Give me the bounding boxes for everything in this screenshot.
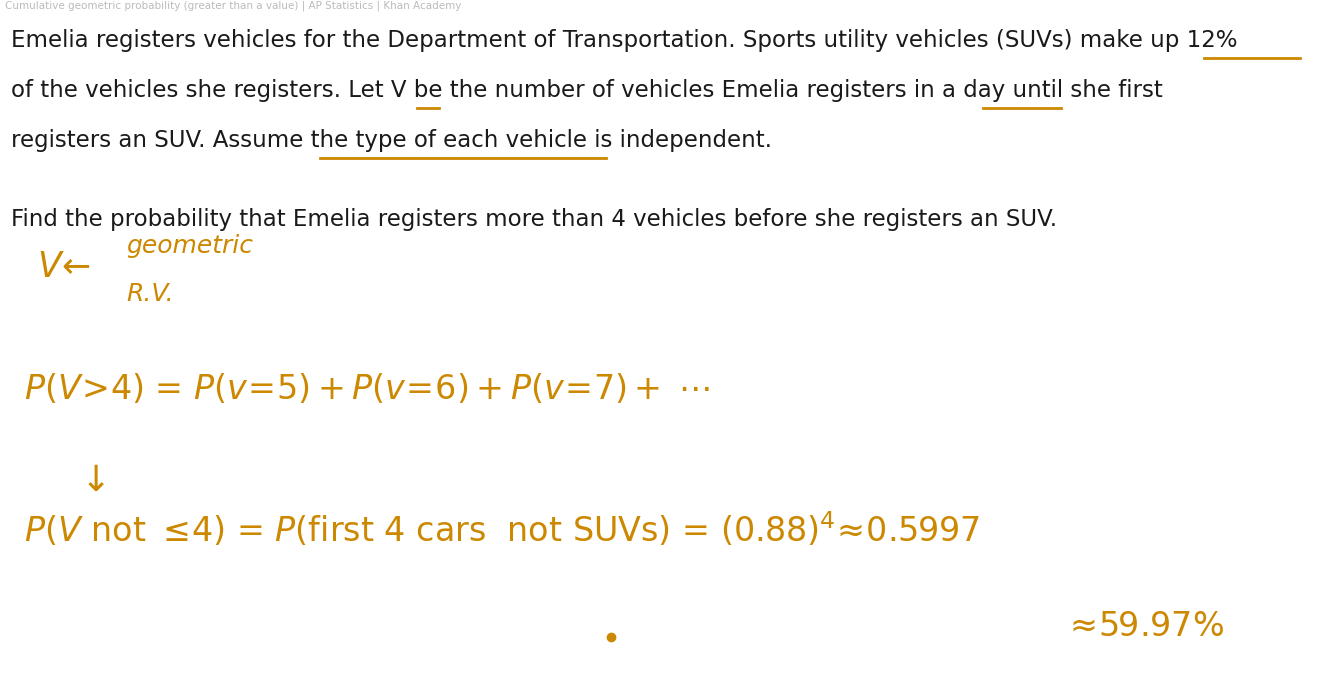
Text: Cumulative geometric probability (greater than a value) | AP Statistics | Khan A: Cumulative geometric probability (greate…: [5, 1, 461, 12]
Text: $\downarrow$: $\downarrow$: [73, 464, 105, 498]
Text: Emelia registers vehicles for the Department of Transportation. Sports utility v: Emelia registers vehicles for the Depart…: [11, 29, 1237, 52]
Text: Find the probability that Emelia registers more than 4 vehicles before she regis: Find the probability that Emelia registe…: [11, 208, 1057, 230]
Text: registers an SUV. Assume the type of each vehicle is independent.: registers an SUV. Assume the type of eac…: [11, 129, 772, 152]
Text: R.V.: R.V.: [126, 282, 174, 306]
Text: of the vehicles she registers. Let V be the number of vehicles Emelia registers : of the vehicles she registers. Let V be …: [11, 79, 1163, 101]
Text: $P(V\!>\!4)$ = $P(v\!=\!5)+P(v\!=\!6)+P(v\!=\!7)+$ $\cdots$: $P(V\!>\!4)$ = $P(v\!=\!5)+P(v\!=\!6)+P(…: [24, 372, 711, 406]
Text: geometric: geometric: [126, 234, 254, 258]
Text: $P(V$ not $\leq\!4)$ = $P($first 4 cars  not SUVs$)$ = $(0.88)^4\!\approx\!0.599: $P(V$ not $\leq\!4)$ = $P($first 4 cars …: [24, 511, 979, 549]
Text: $V\!\leftarrow$: $V\!\leftarrow$: [37, 250, 92, 284]
Text: $\approx\!59.97\%$: $\approx\!59.97\%$: [1063, 609, 1224, 643]
